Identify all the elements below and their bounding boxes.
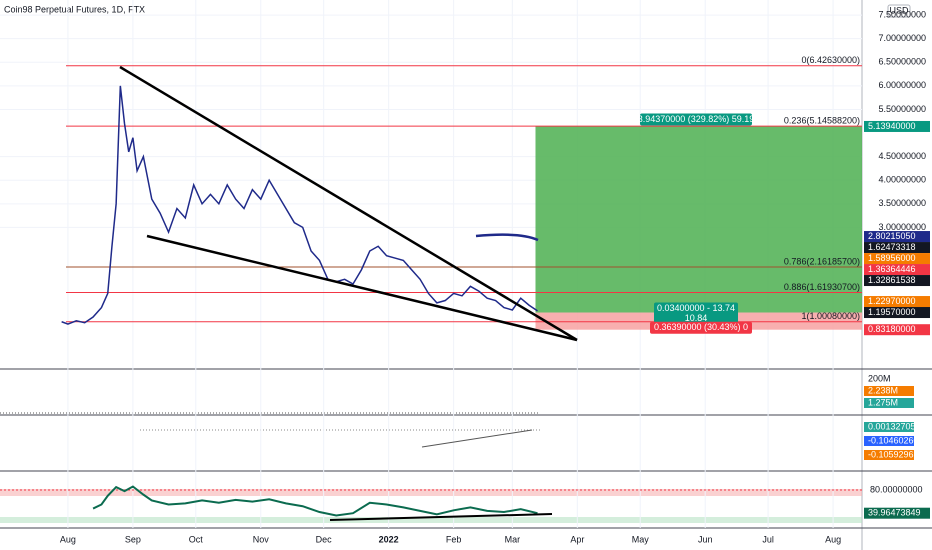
indicator-label: 1.275M (868, 397, 898, 407)
price-tag (864, 324, 930, 336)
fib-label: 0.786(2.16185700) (784, 256, 860, 266)
indicator-tag (864, 386, 914, 396)
x-tick-label: Sep (125, 534, 141, 544)
x-tick-label: Oct (189, 534, 204, 544)
rsi-line (92, 485, 538, 517)
price-tag (864, 231, 930, 243)
x-tick-label: Aug (60, 534, 76, 544)
target-zone (535, 126, 862, 313)
currency-badge (887, 4, 911, 18)
price-tag (864, 264, 930, 276)
price-tag-label: 1.36364446 (868, 264, 916, 274)
indicator-label: 2.238M (868, 385, 898, 395)
indicator-label: -0.10460260 (868, 435, 919, 445)
y-tick-label: 3.00000000 (878, 222, 926, 232)
price-tag (864, 242, 930, 254)
rsi-tag (864, 507, 930, 519)
rsi-trend-line (329, 513, 553, 521)
indicator-tag (864, 422, 914, 432)
y-tick-label: 5.50000000 (878, 104, 926, 114)
y-tick-label: 4.00000000 (878, 175, 926, 185)
wedge-upper (119, 65, 578, 342)
chart-title: Coin98 Perpetual Futures, 1D, FTX (4, 4, 145, 14)
price-tag-label: 1.19570000 (868, 307, 916, 317)
price-tag-label: 1.58956000 (868, 253, 916, 263)
entry-label-box (654, 302, 738, 325)
price-tag-label: 1.22970000 (868, 296, 916, 306)
rsi-overbought-band (0, 489, 862, 496)
fib-label: 0.236(5.14588200) (784, 116, 860, 126)
y-tick-label: 7.50000000 (878, 9, 926, 19)
y-tick-label: 7.00000000 (878, 33, 926, 43)
x-tick-label: Feb (446, 534, 462, 544)
y-tick-label: 6.00000000 (878, 80, 926, 90)
entry-label-sub: 10.84 (685, 313, 708, 323)
wedge-lower (146, 234, 578, 342)
price-tag-label: 0.83180000 (868, 324, 916, 334)
indicator-label: 0.00132705 (868, 421, 916, 431)
x-tick-label: Jun (698, 534, 713, 544)
y-tick-label: 4.50000000 (878, 151, 926, 161)
price-tag (864, 307, 930, 319)
x-tick-label: Jul (762, 534, 774, 544)
rsi-oversold-band (0, 517, 862, 523)
price-line (61, 85, 538, 325)
x-tick-label: Apr (570, 534, 584, 544)
price-tag (864, 120, 930, 132)
price-tag-label: 1.32861538 (868, 275, 916, 285)
indicator-tag (864, 436, 914, 446)
price-tag (864, 275, 930, 287)
x-tick-label: Mar (505, 534, 521, 544)
fib-label: 1(1.00080000) (801, 311, 860, 321)
stop-label-box (650, 321, 752, 334)
y-tick-label: 6.50000000 (878, 57, 926, 67)
currency: USD (889, 5, 909, 15)
stop-label: 0.36390000 (30.43%) 0 (654, 322, 748, 332)
projection-arc (475, 233, 539, 242)
entry-label: 0.03400000 - 13.74 (657, 303, 735, 313)
x-tick-label: May (632, 534, 650, 544)
target-label-box (640, 113, 752, 126)
rsi-last-label: 39.96473849 (868, 508, 921, 518)
macd-trend-line (421, 429, 533, 448)
fib-label: 0(6.42630000) (801, 55, 860, 65)
x-tick-label: 2022 (379, 534, 399, 544)
x-tick-label: Nov (253, 534, 270, 544)
target-label: 3.94370000 (329.82%) 59.19 (638, 114, 755, 124)
x-tick-label: Dec (316, 534, 333, 544)
indicator-tag (864, 450, 914, 460)
price-tag (864, 253, 930, 265)
price-tag-label: 1.62473318 (868, 242, 916, 252)
x-tick-label: Aug (825, 534, 841, 544)
trend-lines (119, 65, 578, 521)
indicator-tag (864, 398, 914, 408)
price-tag-label: 5.13940000 (868, 121, 916, 131)
indicator-label: -0.10592965 (868, 449, 919, 459)
rsi-level-label: 80.00000000 (870, 484, 923, 494)
price-tag-label: 2.80215050 (868, 231, 916, 241)
indicator-label: 200M (868, 373, 891, 383)
y-tick-label: 3.50000000 (878, 198, 926, 208)
fib-label: 0.886(1.61930700) (784, 282, 860, 292)
